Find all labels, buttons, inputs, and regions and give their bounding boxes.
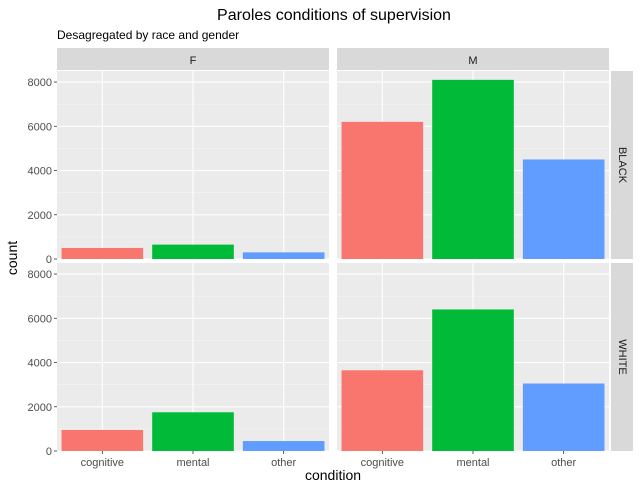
y-axis-title: count xyxy=(4,241,20,275)
x-tick-label: mental xyxy=(456,457,489,469)
y-tick-label: 8000 xyxy=(28,77,52,89)
bar-cognitive xyxy=(61,429,144,451)
facet-strip-black xyxy=(611,71,633,259)
panel-m-white: cognitive mental other xyxy=(337,263,609,469)
y-tick-label: 2000 xyxy=(28,402,52,414)
facet-strip-label: BLACK xyxy=(616,147,628,184)
chart-subtitle: Desagregated by race and gender xyxy=(57,28,239,42)
y-tick-label: 6000 xyxy=(28,313,52,325)
panel-f-black: 0 2000 4000 6000 8000 xyxy=(28,71,329,266)
panel-m-black xyxy=(337,71,609,260)
facet-strip-M xyxy=(337,48,609,70)
bar-other xyxy=(242,252,325,259)
bar-cognitive xyxy=(61,247,144,259)
bar-cognitive xyxy=(341,121,424,259)
bar-mental xyxy=(152,412,234,451)
facet-strip-label: WHITE xyxy=(616,339,628,374)
x-tick-label: cognitive xyxy=(361,457,404,469)
y-tick-label: 4000 xyxy=(28,166,52,178)
y-tick-label: 2000 xyxy=(28,210,52,222)
x-tick-label: other xyxy=(551,457,576,469)
panel-f-white: 0 2000 4000 6000 8000 cognitive mental other xyxy=(28,263,329,469)
bar-mental xyxy=(432,309,514,451)
y-tick-label: 4000 xyxy=(28,358,52,370)
y-tick-label: 8000 xyxy=(28,269,52,281)
x-axis-title: condition xyxy=(305,467,361,483)
x-tick-label: other xyxy=(271,457,296,469)
facet-strip-label: M xyxy=(468,55,477,67)
facet-strip-label: F xyxy=(190,55,197,67)
bar-other xyxy=(242,441,325,451)
bar-other xyxy=(522,383,605,451)
x-tick-label: mental xyxy=(176,457,209,469)
x-tick-label: cognitive xyxy=(81,457,124,469)
bar-mental xyxy=(152,244,234,259)
facet-strip-white xyxy=(611,263,633,451)
facet-strip-F xyxy=(57,48,329,70)
bar-mental xyxy=(432,79,514,259)
y-tick-label: 0 xyxy=(46,254,52,266)
facet-panels: F M BLACK WHITE 0 2000 4000 6000 8000 0 2000 4000 60… xyxy=(28,48,633,469)
y-tick-label: 0 xyxy=(46,446,52,458)
y-tick-label: 6000 xyxy=(28,121,52,133)
bar-other xyxy=(522,159,605,259)
bar-cognitive xyxy=(341,370,424,451)
chart-title: Paroles conditions of supervision xyxy=(217,7,451,24)
